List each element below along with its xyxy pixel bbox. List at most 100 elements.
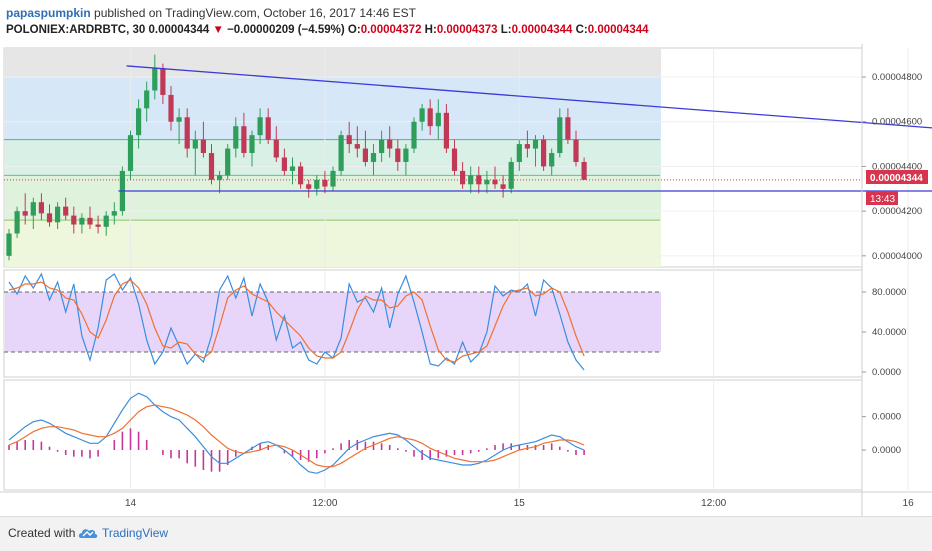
candle-body — [6, 233, 12, 256]
candle-body — [298, 166, 304, 185]
candle-body — [241, 126, 247, 154]
stoch-y-tick-label: 0.0000 — [872, 367, 901, 378]
candle-body — [217, 175, 223, 180]
candle-body — [314, 179, 320, 189]
chart-header: papaspumpkin published on TradingView.co… — [0, 0, 932, 44]
candle-body — [541, 139, 547, 167]
candle-body — [354, 144, 360, 149]
stoch-band — [5, 292, 661, 352]
candle-body — [346, 135, 352, 145]
candle-body — [451, 148, 458, 171]
candle-body — [484, 179, 490, 185]
candle-body — [176, 117, 182, 122]
candle-body — [460, 170, 466, 185]
candle-body — [468, 175, 474, 185]
fib-zone — [5, 48, 661, 78]
candle-body — [419, 108, 425, 122]
candle-body — [557, 117, 563, 154]
footer: Created with TradingView — [0, 516, 932, 551]
candle-body — [184, 117, 190, 149]
last-price-badge — [866, 170, 928, 184]
candle-body — [306, 184, 312, 189]
candle-body — [200, 139, 206, 154]
candle-body — [281, 157, 287, 171]
candle-body — [95, 224, 101, 227]
candle-body — [14, 211, 20, 234]
high-label: H: — [424, 24, 437, 36]
stoch-d-line — [8, 279, 585, 363]
down-arrow-icon: ▼ — [212, 24, 224, 36]
candle-body — [322, 179, 328, 187]
candle-body — [289, 166, 296, 171]
price-change: −0.00000209 (−4.59%) — [227, 24, 345, 36]
author-link[interactable]: papaspumpkin — [6, 6, 91, 20]
candle-body — [249, 135, 255, 154]
macd-y-tick-label: 0.0000 — [872, 445, 901, 456]
x-tick-label: 15 — [514, 498, 526, 509]
macd-y-tick-label: 0.0000 — [872, 412, 901, 423]
x-tick-label: 14 — [125, 498, 137, 509]
fib-zone — [5, 77, 661, 140]
candle-body — [435, 112, 441, 127]
publish-line: papaspumpkin published on TradingView.co… — [6, 6, 416, 20]
candle-body — [192, 139, 198, 149]
countdown-badge-text: 13:43 — [870, 194, 895, 205]
candle-body — [152, 68, 158, 91]
open-value: 0.00004372 — [360, 24, 422, 36]
candle-body — [87, 217, 93, 225]
x-tick-label: 16 — [903, 498, 915, 509]
candle-body — [549, 153, 555, 167]
fib-zone — [5, 220, 661, 267]
candle-body — [427, 108, 433, 127]
candle-body — [362, 148, 368, 162]
stoch-k-line — [8, 272, 585, 371]
symbol-label[interactable]: POLONIEX:ARDRBTC, 30 — [6, 24, 146, 36]
candle-body — [387, 139, 393, 149]
signal-line — [8, 404, 585, 468]
tradingview-brand-link[interactable]: TradingView — [102, 526, 169, 540]
candle-body — [330, 170, 336, 187]
price-y-tick-label: 0.00004200 — [872, 206, 922, 217]
candle-body — [136, 108, 142, 136]
countdown-badge — [866, 191, 898, 205]
candle-body — [168, 94, 174, 122]
candle-body — [208, 153, 215, 180]
candle-body — [403, 148, 409, 162]
last-price-badge-text: 0.00004344 — [870, 173, 923, 184]
open-label: O: — [347, 24, 361, 36]
x-tick-label: 12:00 — [312, 498, 337, 509]
candle-body — [516, 144, 522, 162]
chart-area[interactable]: 1412:001512:001612:001712:0021:000.00004… — [0, 44, 932, 516]
candle-body — [71, 215, 77, 225]
candle-body — [565, 117, 571, 140]
tradingview-cloud-icon[interactable] — [78, 525, 98, 541]
candle-body — [395, 148, 401, 162]
candle-body — [379, 139, 385, 154]
candle-body — [492, 179, 498, 185]
candle-body — [338, 135, 344, 171]
candle-body — [443, 112, 449, 149]
created-with-text: Created with — [8, 526, 76, 540]
close-label: C: — [575, 24, 588, 36]
macd-panel[interactable] — [8, 392, 585, 474]
candle-body — [411, 121, 417, 149]
candle-body — [573, 139, 579, 162]
low-label: L: — [500, 24, 512, 36]
candle-body — [103, 215, 109, 227]
macd-line — [8, 392, 585, 474]
candle-body — [524, 144, 530, 149]
stochastic-panel[interactable] — [4, 272, 661, 371]
price-y-tick-label: 0.00004800 — [872, 72, 922, 83]
candle-body — [46, 213, 53, 223]
candle-body — [233, 126, 239, 149]
candle-body — [63, 206, 69, 216]
candle-body — [79, 217, 85, 225]
ohlc-line: POLONIEX:ARDRBTC, 30 0.00004344 ▼ −0.000… — [6, 24, 649, 36]
candle-body — [111, 211, 117, 216]
candle-body — [273, 139, 279, 158]
trendline — [126, 65, 932, 129]
candle-body — [500, 184, 506, 189]
candle-body — [144, 90, 150, 109]
price-y-tick-label: 0.00004400 — [872, 161, 922, 172]
candle-body — [160, 68, 166, 95]
